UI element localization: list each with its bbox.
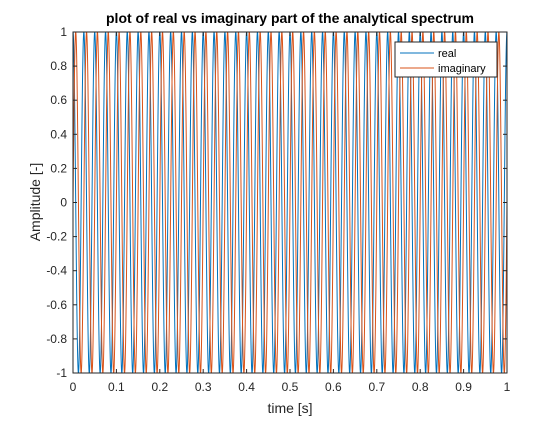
y-tick-label: 0 xyxy=(60,196,67,210)
y-tick-label: 0.2 xyxy=(50,161,67,175)
chart-title: plot of real vs imaginary part of the an… xyxy=(106,10,474,26)
x-axis-label: time [s] xyxy=(267,400,312,416)
legend-label-imaginary: imaginary xyxy=(438,63,486,75)
x-tick-label: 0.4 xyxy=(238,380,255,394)
y-tick-label: -0.2 xyxy=(46,230,67,244)
x-tick-label: 0.9 xyxy=(455,380,472,394)
y-tick-label: -0.6 xyxy=(46,298,67,312)
x-tick-label: 0 xyxy=(70,380,77,394)
y-tick-label: -0.4 xyxy=(46,264,67,278)
x-tick-label: 1 xyxy=(504,380,511,394)
x-tick-label: 0.2 xyxy=(151,380,168,394)
x-tick-label: 0.7 xyxy=(368,380,385,394)
x-tick-label: 0.5 xyxy=(282,380,299,394)
y-tick-label: 1 xyxy=(60,25,67,39)
legend[interactable]: real imaginary xyxy=(394,41,498,78)
y-tick-label: -1 xyxy=(56,366,67,380)
y-tick-label: 0.6 xyxy=(50,93,67,107)
y-tick-label: -0.8 xyxy=(46,332,67,346)
y-tick-label: 0.8 xyxy=(50,59,67,73)
y-axis: -1 -0.8 -0.6 -0.4 -0.2 0 0.2 0.4 0.6 0.8 1 xyxy=(46,25,507,380)
legend-label-real: real xyxy=(438,48,456,60)
x-axis: 0 0.1 0.2 0.3 0.4 0.5 0.6 0.7 0.8 0.9 1 xyxy=(70,32,511,394)
x-tick-label: 0.1 xyxy=(108,380,125,394)
y-tick-label: 0.4 xyxy=(50,127,67,141)
x-tick-label: 0.8 xyxy=(412,380,429,394)
x-tick-label: 0.6 xyxy=(325,380,342,394)
legend-box xyxy=(394,41,498,78)
y-axis-label: Amplitude [-] xyxy=(27,163,43,242)
x-tick-label: 0.3 xyxy=(195,380,212,394)
